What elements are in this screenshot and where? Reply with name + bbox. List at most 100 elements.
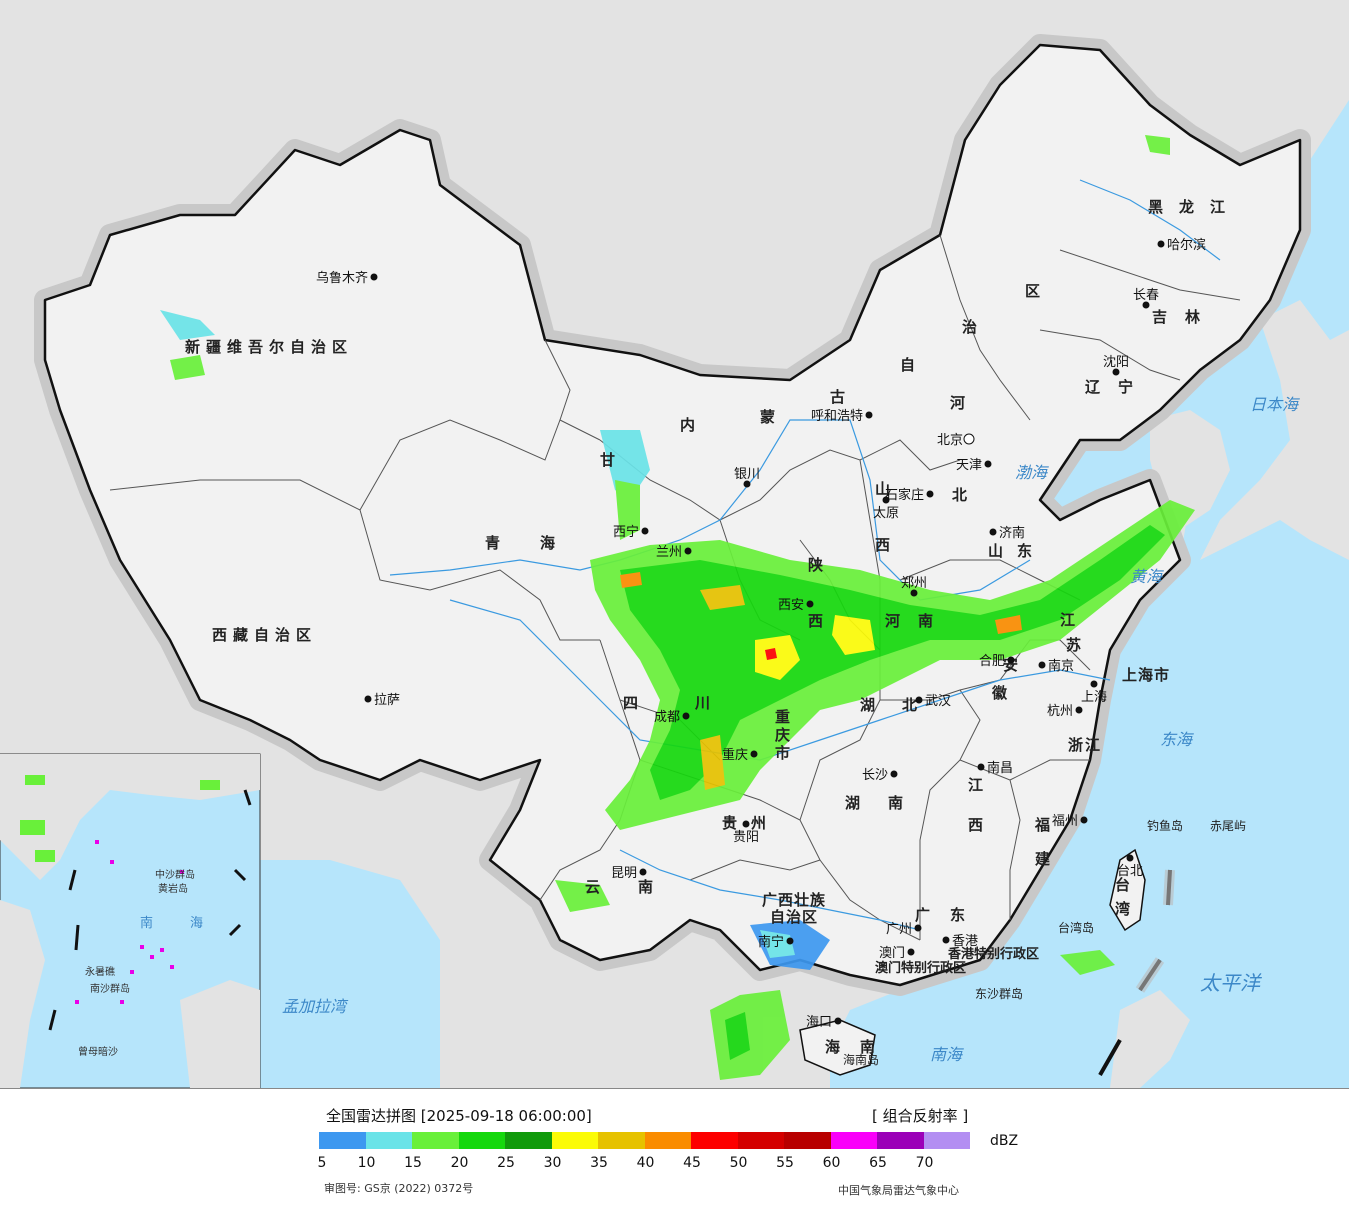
label-taiwan-0: 台 xyxy=(1115,876,1136,894)
label-chongqing-1: 庆 xyxy=(775,726,796,744)
label-henan: 河南 xyxy=(885,612,951,630)
scale-tick-label: 20 xyxy=(450,1155,469,1171)
label-im-5: 区 xyxy=(1025,282,1046,300)
color-swatch xyxy=(319,1132,366,1149)
label-yunnan-0: 云 xyxy=(585,878,606,896)
city-marker xyxy=(1126,854,1134,862)
legend-panel: 全国雷达拼图 [2025-09-18 06:00:00] [ 组合反射率 ] d… xyxy=(0,1088,1349,1209)
city-label: 贵阳 xyxy=(733,830,759,845)
city-label: 拉萨 xyxy=(374,693,400,708)
city-label: 乌鲁木齐 xyxy=(316,270,368,286)
label-hunan-1: 南 xyxy=(888,794,909,812)
city-label: 天津 xyxy=(956,458,982,473)
city-label: 长春 xyxy=(1133,288,1159,303)
city-label: 太原 xyxy=(873,506,899,521)
city-label: 呼和浩特 xyxy=(811,409,863,424)
city-marker xyxy=(364,695,372,703)
echo-gansu xyxy=(600,430,650,500)
inset-land xyxy=(0,754,260,880)
island-label-diaoyu: 钓鱼岛 xyxy=(1147,818,1183,833)
echo-yellow-2 xyxy=(832,615,875,655)
color-swatch xyxy=(923,1132,970,1149)
inset-echoes xyxy=(20,775,220,862)
city-label: 成都 xyxy=(654,710,680,725)
label-im-3: 自 xyxy=(900,356,921,374)
map-canvas: 日本海 渤海 黄海 东海 太平洋 南海 孟加拉湾 新疆维吾尔自治区 西藏自治区 … xyxy=(0,0,1349,1089)
label-jiangsu-1: 苏 xyxy=(1066,636,1087,654)
map-approval-number: 审图号: GS京 (2022) 0372号 xyxy=(324,1182,474,1195)
label-shanxi-0: 山 xyxy=(875,480,896,498)
taiwan-land xyxy=(1109,848,1146,932)
color-swatch xyxy=(505,1132,552,1149)
city-label: 重庆 xyxy=(722,747,748,763)
radar-map[interactable]: 日本海 渤海 黄海 东海 太平洋 南海 孟加拉湾 新疆维吾尔自治区 西藏自治区 … xyxy=(0,0,1349,1089)
inset-label-zengmu: 曾母暗沙 xyxy=(78,1045,118,1058)
label-hubei-1: 北 xyxy=(902,696,923,714)
scale-tick-label: 35 xyxy=(590,1155,608,1171)
city-label: 香港 xyxy=(952,934,978,949)
label-fujian-1: 建 xyxy=(1035,850,1056,868)
inset-label-zhongsha: 中沙群岛 xyxy=(155,868,195,881)
japan-land xyxy=(1200,300,1349,560)
echo-yellow-3 xyxy=(700,585,745,610)
radar-echoes xyxy=(160,135,1195,1080)
label-sichuan-1: 川 xyxy=(694,694,716,712)
scale-tick-label: 60 xyxy=(822,1155,841,1171)
city-label: 石家庄 xyxy=(885,487,924,503)
scale-tick-label: 65 xyxy=(869,1155,887,1171)
city-label: 上海 xyxy=(1081,690,1107,705)
bay-of-bengal xyxy=(260,860,440,1088)
color-swatch xyxy=(830,1132,877,1149)
scale-tick-label: 10 xyxy=(357,1155,376,1171)
scale-tick-label: 50 xyxy=(729,1155,748,1171)
label-im-4: 治 xyxy=(962,318,983,336)
label-guangxi-1: 自治区 xyxy=(770,908,818,926)
city-label: 海口 xyxy=(806,1015,832,1030)
echo-red-1 xyxy=(765,648,777,660)
city-marker xyxy=(1038,661,1046,669)
label-liaoning: 辽宁 xyxy=(1085,378,1151,396)
scale-tick-label: 15 xyxy=(404,1155,422,1171)
color-swatch xyxy=(458,1132,505,1149)
inset-label-south: 南 xyxy=(140,915,153,931)
city-label: 北京 xyxy=(937,433,963,448)
city-marker xyxy=(639,868,647,876)
echo-gansu-green xyxy=(615,480,640,540)
echo-guangxi-cyan xyxy=(760,930,795,958)
east-sea-area xyxy=(830,100,1349,1088)
inset-land-sw xyxy=(0,900,45,1088)
island-label-hainan: 海南岛 xyxy=(843,1052,879,1067)
scale-tick-label: 70 xyxy=(915,1155,934,1171)
city-label: 台北 xyxy=(1117,864,1143,879)
philippines-land xyxy=(1110,990,1190,1088)
scale-tick-label: 45 xyxy=(683,1155,701,1171)
legend-unit: dBZ xyxy=(990,1133,1019,1149)
boundary-halos xyxy=(1135,869,1175,993)
label-macau: 澳门特别行政区 xyxy=(875,960,966,976)
color-swatch xyxy=(877,1132,924,1149)
city-marker xyxy=(865,411,873,419)
color-swatch xyxy=(365,1132,412,1149)
scale-tick-label: 40 xyxy=(636,1155,655,1171)
label-taiwan-1: 湾 xyxy=(1115,900,1136,918)
label-hunan-0: 湖 xyxy=(845,794,866,812)
inset-label-nansha: 南沙群岛 xyxy=(90,982,130,995)
label-im-1: 蒙 xyxy=(760,408,781,426)
label-chongqing-2: 市 xyxy=(775,744,796,762)
city-marker xyxy=(743,480,751,488)
sea-label-yellow: 黄海 xyxy=(1130,567,1164,586)
inset-label-huangyan: 黄岩岛 xyxy=(158,882,188,895)
island-label-dongsha: 东沙群岛 xyxy=(975,986,1023,1001)
color-swatch xyxy=(598,1132,645,1149)
city-label: 兰州 xyxy=(656,545,682,560)
color-swatch xyxy=(691,1132,738,1149)
label-shaanxi-1: 西 xyxy=(808,612,829,630)
city-label: 哈尔滨 xyxy=(1167,237,1206,253)
city-marker xyxy=(907,948,915,956)
city-label: 南宁 xyxy=(758,934,784,950)
city-marker xyxy=(742,820,750,828)
city-marker xyxy=(1080,816,1088,824)
label-hainan-0: 海 xyxy=(825,1038,846,1056)
city-marker xyxy=(1007,656,1015,664)
city-marker xyxy=(910,589,918,597)
